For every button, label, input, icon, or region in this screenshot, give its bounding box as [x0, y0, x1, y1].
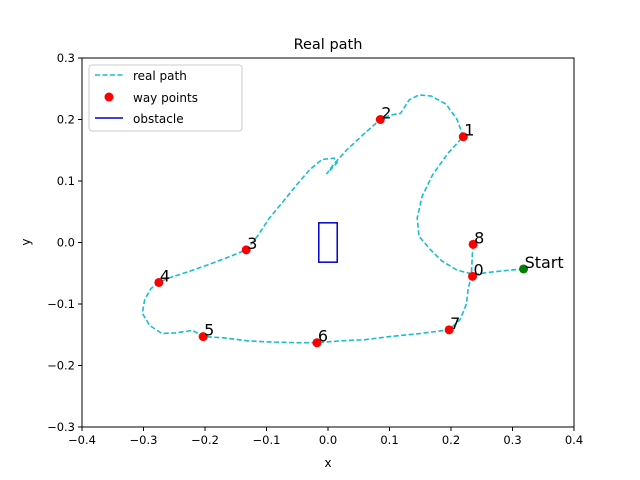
- way-point-6: [312, 338, 322, 348]
- start-point: [519, 264, 529, 274]
- way-point-7: [444, 325, 454, 335]
- x-tick-label: 0.2: [442, 433, 460, 447]
- way-point-2: [375, 115, 385, 124]
- x-tick-label: −0.3: [130, 433, 158, 447]
- y-tick-label: 0.3: [57, 51, 75, 65]
- way-point-label-0: 0: [474, 260, 484, 279]
- start-label: Start: [525, 253, 564, 272]
- way-point-1: [458, 132, 468, 142]
- y-tick-label: 0.2: [57, 113, 75, 127]
- way-point-label-2: 2: [381, 104, 391, 123]
- legend-way-points-label: way points: [133, 91, 198, 105]
- y-axis: −0.3 −0.2 −0.1 0.0 0.1 0.2 0.3: [47, 51, 82, 434]
- x-tick-label: 0.1: [380, 433, 398, 447]
- x-axis: −0.4 −0.3 −0.2 −0.1 0.0 0.1 0.2 0.3 0.4: [68, 427, 583, 447]
- way-point-3: [241, 245, 251, 255]
- x-tick-label: −0.1: [253, 433, 281, 447]
- y-tick-label: 0.0: [57, 236, 75, 250]
- x-tick-label: 0.4: [565, 433, 583, 447]
- way-point-0: [468, 271, 478, 281]
- way-point-label-4: 4: [160, 266, 170, 285]
- series-real-path-line: [141, 94, 524, 344]
- x-tick-label: 0.3: [503, 433, 521, 447]
- y-tick-label: 0.1: [57, 174, 75, 188]
- legend-real-path-label: real path: [133, 69, 187, 83]
- legend-way-points-swatch: [104, 92, 114, 102]
- way-point-label-5: 5: [204, 321, 214, 340]
- way-point-5: [198, 332, 208, 342]
- way-point-label-3: 3: [247, 234, 257, 253]
- way-point-4: [154, 277, 164, 287]
- y-tick-label: −0.3: [47, 420, 75, 434]
- way-point-8: [468, 239, 478, 249]
- x-tick-label: −0.2: [191, 433, 219, 447]
- way-point-label-1: 1: [464, 121, 474, 140]
- y-tick-label: −0.2: [47, 359, 75, 373]
- x-axis-label: x: [324, 456, 331, 470]
- way-point-label-8: 8: [474, 228, 484, 247]
- chart-title: Real path: [294, 37, 363, 53]
- legend-obstacle-label: obstacle: [133, 112, 184, 126]
- legend-box: [88, 64, 243, 132]
- way-point-label-7: 7: [450, 314, 460, 333]
- y-axis-label: y: [19, 238, 33, 245]
- x-tick-label: −0.4: [68, 433, 96, 447]
- plot-area: 0 1 2 3 4 5 6 7 8 Start: [141, 94, 564, 348]
- obstacle-rect: [318, 222, 338, 263]
- legend: real path way points obstacle: [88, 64, 243, 132]
- way-point-label-6: 6: [318, 327, 328, 346]
- x-tick-label: 0.0: [319, 433, 337, 447]
- y-tick-label: −0.1: [47, 297, 75, 311]
